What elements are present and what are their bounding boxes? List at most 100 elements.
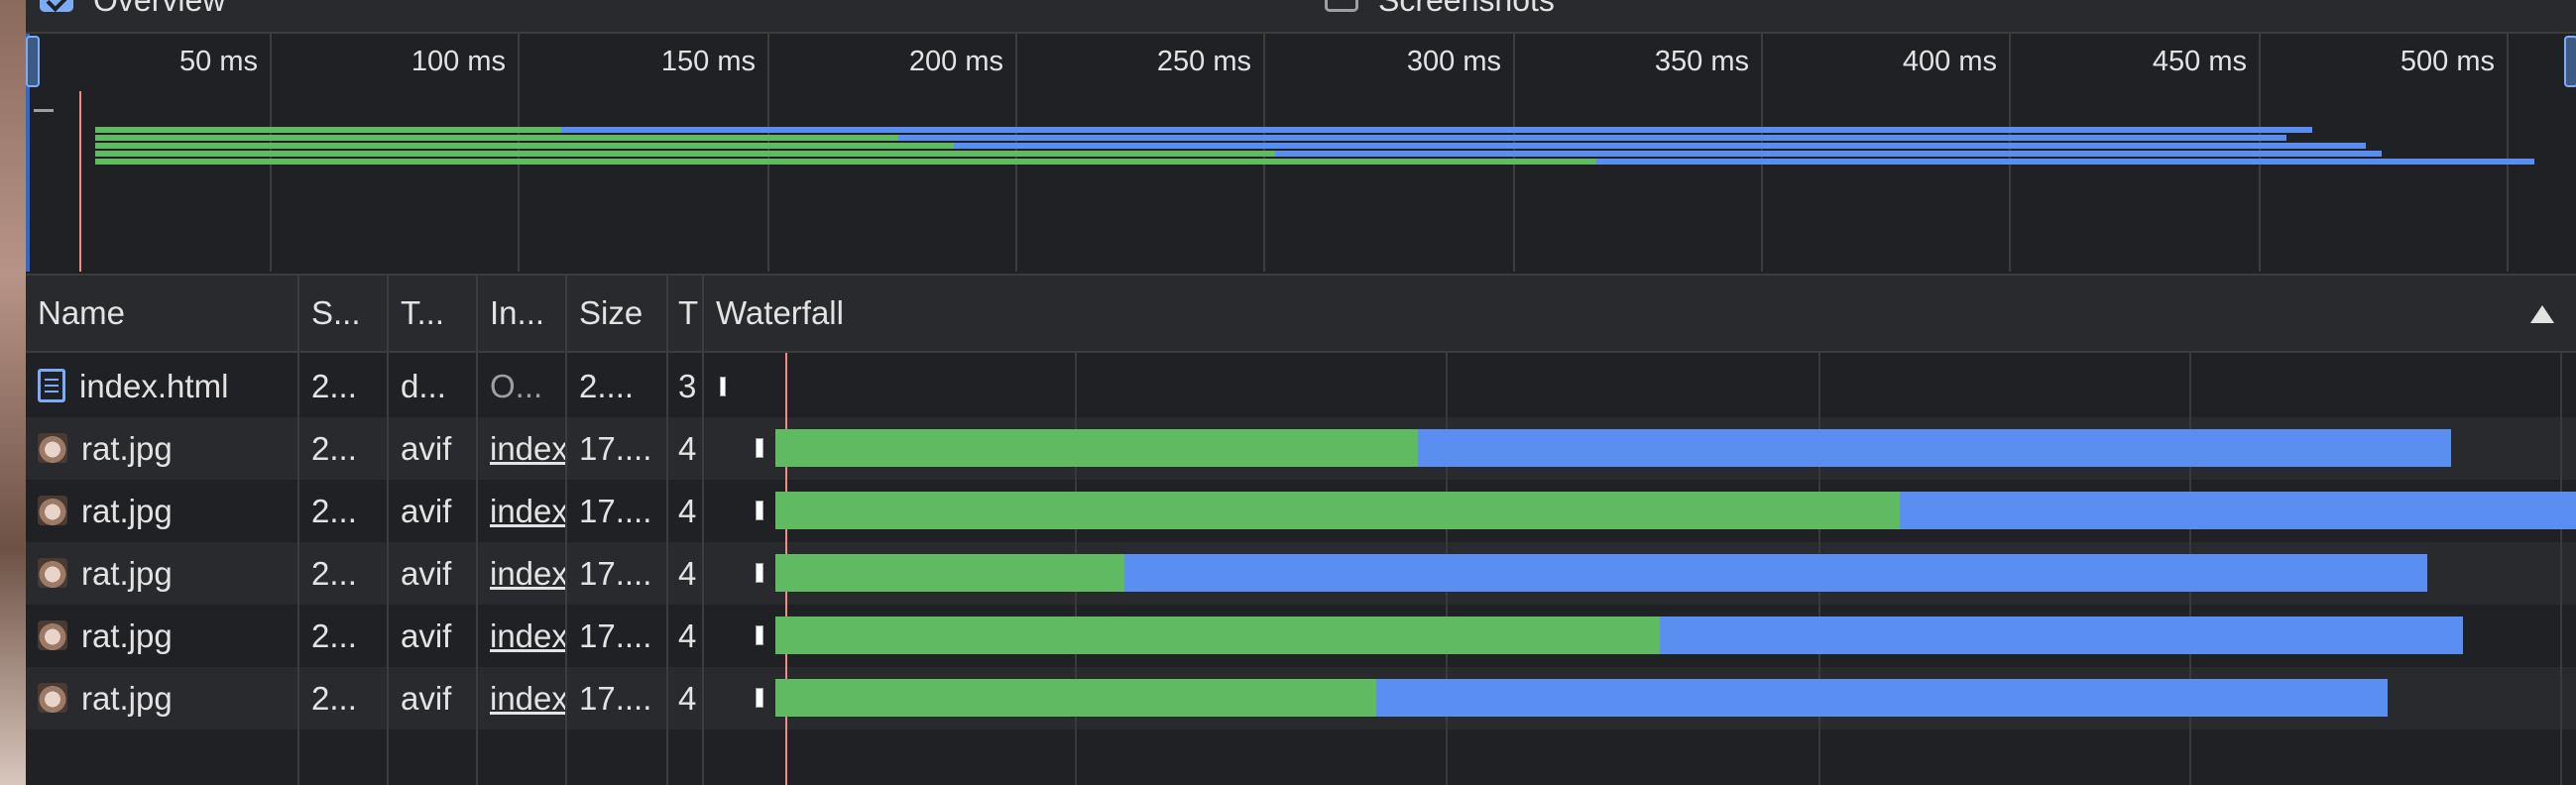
- column-header-name[interactable]: Name: [38, 294, 126, 331]
- column-header-type[interactable]: T...: [401, 294, 445, 331]
- table-row[interactable]: index.html 2... d... O... 2.... 3: [26, 355, 2576, 417]
- column-header-waterfall[interactable]: Waterfall: [716, 294, 844, 331]
- request-name-cell[interactable]: rat.jpg: [26, 542, 299, 605]
- size-cell: 17....: [579, 555, 652, 592]
- overview-dom-content-loaded-line: [79, 91, 81, 272]
- type-cell: avif: [401, 680, 452, 717]
- waterfall-bar-waiting: [775, 492, 1900, 529]
- column-header-size[interactable]: Size: [579, 294, 644, 331]
- overview-tick-label: 50 ms: [179, 46, 258, 77]
- waterfall-bar-download: [1418, 429, 2451, 467]
- overview-tick-label: 200 ms: [908, 46, 1003, 77]
- waterfall-bar-download: [1124, 554, 2427, 592]
- status-cell: 2...: [311, 430, 357, 467]
- overview-bar-download: [561, 127, 2312, 133]
- waterfall-bar-download: [1660, 617, 2463, 654]
- request-name: rat.jpg: [81, 680, 173, 717]
- request-name: rat.jpg: [81, 555, 173, 592]
- status-cell: 2...: [311, 680, 357, 717]
- status-cell: 2...: [311, 555, 357, 592]
- overview-tick-label: 100 ms: [410, 46, 506, 77]
- request-name: index.html: [79, 368, 229, 404]
- initiator-cell: index: [478, 667, 567, 729]
- sort-ascending-icon[interactable]: [2530, 305, 2554, 323]
- overview-bar-waiting: [95, 143, 954, 149]
- size-cell: 17....: [579, 617, 652, 654]
- waterfall-bar-waiting: [775, 617, 1660, 654]
- initiator-link[interactable]: index: [490, 617, 567, 654]
- initiator-cell: index: [478, 605, 567, 667]
- overview-bar-download: [954, 143, 2366, 149]
- overview-right-resize-handle[interactable]: [2564, 36, 2576, 87]
- size-cell: 17....: [579, 680, 652, 717]
- initiator-cell: O...: [490, 368, 543, 404]
- overview-left-resize-handle[interactable]: [26, 36, 40, 87]
- column-separator[interactable]: [297, 274, 299, 785]
- waterfall-bar-waiting: [775, 429, 1418, 467]
- type-cell: avif: [401, 430, 452, 467]
- request-table-header: Name S... T... In... Size T Waterfall: [26, 274, 2576, 353]
- overview-tick-label: 300 ms: [1406, 46, 1501, 77]
- screenshots-checkbox[interactable]: [1325, 0, 1358, 12]
- type-cell: d...: [401, 368, 446, 404]
- column-separator[interactable]: [565, 274, 567, 785]
- image-icon: [38, 683, 67, 714]
- request-name-cell[interactable]: index.html: [26, 355, 299, 417]
- overview-checkbox-label[interactable]: Overview: [93, 0, 226, 18]
- column-separator[interactable]: [666, 274, 668, 785]
- initiator-link[interactable]: index: [490, 430, 567, 467]
- waterfall-request-marker: [756, 625, 763, 645]
- time-cell: 4: [678, 493, 697, 529]
- table-row[interactable]: rat.jpg 2... avif index 17.... 4: [26, 417, 2576, 480]
- status-cell: 2...: [311, 493, 357, 529]
- overview-gridline: [2507, 34, 2509, 272]
- request-name: rat.jpg: [81, 617, 173, 654]
- waterfall-bar-download: [1376, 679, 2388, 717]
- overview-bar-waiting: [95, 127, 561, 133]
- column-separator[interactable]: [387, 274, 389, 785]
- image-icon: [38, 620, 67, 651]
- request-name-cell[interactable]: rat.jpg: [26, 480, 299, 542]
- overview-tick-label: 500 ms: [2400, 46, 2495, 77]
- size-cell: 17....: [579, 430, 652, 467]
- request-name-cell[interactable]: rat.jpg: [26, 605, 299, 667]
- image-icon: [38, 433, 67, 464]
- size-cell: 17....: [579, 493, 652, 529]
- column-header-status[interactable]: S...: [311, 294, 361, 331]
- overview-bar-download: [1275, 151, 2382, 157]
- request-name-cell[interactable]: rat.jpg: [26, 417, 299, 480]
- request-name-cell[interactable]: rat.jpg: [26, 667, 299, 729]
- network-panel: Overview Screenshots 50 ms 100 ms 150 ms…: [26, 0, 2576, 785]
- initiator-cell: index: [478, 417, 567, 480]
- column-header-initiator[interactable]: In...: [490, 294, 545, 331]
- initiator-link[interactable]: index: [490, 680, 567, 717]
- waterfall-gridline: [2560, 353, 2562, 785]
- initiator-link[interactable]: index: [490, 555, 567, 592]
- overview-timeline[interactable]: 50 ms 100 ms 150 ms 200 ms 250 ms 300 ms…: [26, 34, 2576, 272]
- type-cell: avif: [401, 493, 452, 529]
- column-separator[interactable]: [702, 274, 704, 785]
- time-cell: 4: [678, 617, 697, 654]
- overview-checkbox[interactable]: [40, 0, 73, 12]
- waterfall-bar-waiting: [775, 554, 1124, 592]
- initiator-cell: index: [478, 480, 567, 542]
- overview-tick-label: 250 ms: [1156, 46, 1251, 77]
- image-icon: [38, 558, 67, 589]
- type-cell: avif: [401, 617, 452, 654]
- column-separator[interactable]: [476, 274, 478, 785]
- waterfall-request-marker: [756, 501, 763, 520]
- request-name: rat.jpg: [81, 493, 173, 529]
- status-cell: 2...: [311, 617, 357, 654]
- overview-bar-waiting: [95, 159, 1596, 165]
- waterfall-request-marker: [756, 563, 763, 583]
- column-header-time[interactable]: T: [678, 294, 699, 331]
- waterfall-request-marker: [756, 688, 763, 708]
- screenshots-checkbox-label[interactable]: Screenshots: [1378, 0, 1555, 18]
- overview-bar-waiting: [95, 151, 1275, 157]
- overview-tick-label: 150 ms: [660, 46, 756, 77]
- background-photo-strip: [0, 0, 26, 785]
- initiator-link[interactable]: index: [490, 493, 567, 529]
- status-cell: 2...: [311, 368, 357, 404]
- document-icon: [38, 369, 65, 403]
- waterfall-bar-waiting: [775, 679, 1376, 717]
